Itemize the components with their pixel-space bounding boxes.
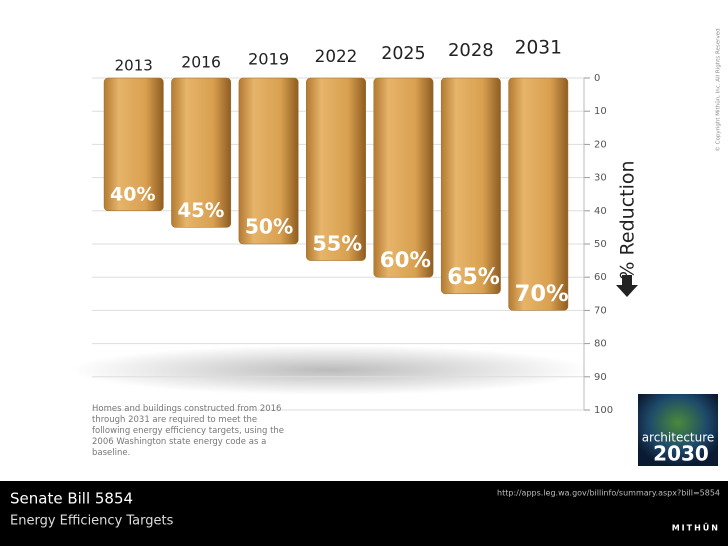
bar (238, 77, 299, 245)
value-label: 50% (245, 215, 293, 239)
y-tick-label: 100 (594, 405, 613, 416)
value-label: 40% (110, 183, 155, 205)
y-tick-label: 60 (594, 272, 607, 283)
x-tick-label: 2028 (448, 40, 494, 61)
y-tick-label: 70 (594, 305, 607, 316)
y-tick-label: 20 (594, 139, 607, 150)
x-tick-label: 2019 (248, 50, 289, 69)
copyright: © Copyright Mithūn, Inc. All Rights Rese… (715, 28, 722, 151)
title: Senate Bill 5854 (10, 490, 133, 508)
logo (638, 394, 718, 466)
down-arrow (616, 275, 638, 297)
bar-shadow (70, 345, 590, 395)
y-tick-label: 40 (594, 206, 607, 217)
y-tick-label: 10 (594, 106, 607, 117)
value-label: 55% (312, 232, 362, 256)
y-tick-label: 80 (594, 339, 607, 350)
bar (171, 77, 232, 228)
y-tick-label: 50 (594, 239, 607, 250)
logo-number: 2030 (653, 442, 709, 466)
footer (0, 481, 728, 546)
value-label: 65% (447, 265, 500, 290)
value-label: 70% (515, 281, 569, 307)
source: http://apps.leg.wa.gov/billinfo/summary.… (497, 489, 720, 498)
value-label: 45% (177, 199, 224, 222)
y-tick-label: 30 (594, 173, 607, 184)
caption-text: Homes and buildings constructed from 201… (92, 404, 281, 414)
caption: Homes and buildings constructed from 201… (92, 404, 284, 458)
value-label: 60% (380, 248, 431, 273)
bar (373, 77, 434, 278)
y-tick-label: 0 (594, 73, 600, 84)
bar (508, 77, 569, 311)
brand: MITHŪN (672, 523, 720, 533)
x-tick-label: 2016 (181, 54, 221, 72)
x-tick-label: 2013 (115, 57, 153, 75)
y-axis-label: % Reduction (617, 160, 639, 279)
y-tick-label: 90 (594, 372, 607, 383)
x-tick-label: 2031 (515, 38, 562, 59)
bar (306, 77, 366, 261)
plot: 0 10 20 30 40 50 60 70 80 90 100 2013 40% 2016 45% 2019… (92, 38, 613, 416)
subtitle: Energy Efficiency Targets (10, 514, 174, 529)
bar (103, 77, 164, 212)
logo-text: architecture (642, 431, 715, 445)
x-tick-label: 2025 (381, 44, 425, 64)
bar (440, 77, 501, 295)
x-tick-label: 2022 (315, 46, 358, 66)
